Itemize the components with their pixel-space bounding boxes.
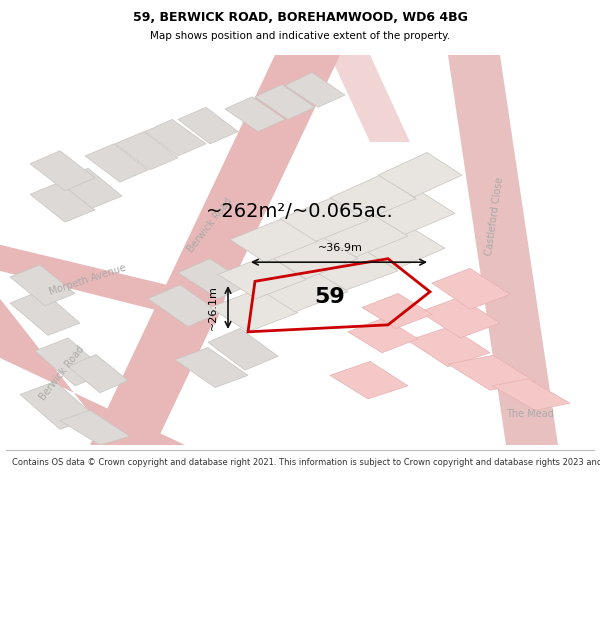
Polygon shape (145, 119, 206, 156)
Text: ~36.9m: ~36.9m (317, 244, 362, 254)
Polygon shape (225, 97, 285, 132)
Polygon shape (318, 212, 408, 257)
Polygon shape (210, 288, 298, 332)
Polygon shape (30, 182, 95, 222)
Polygon shape (408, 327, 490, 367)
Polygon shape (230, 219, 318, 262)
Polygon shape (90, 55, 340, 445)
Polygon shape (432, 268, 510, 309)
Polygon shape (492, 379, 570, 410)
Polygon shape (330, 55, 410, 142)
Polygon shape (218, 255, 306, 299)
Text: 59: 59 (314, 287, 346, 307)
Polygon shape (10, 290, 80, 335)
Text: 59, BERWICK ROAD, BOREHAMWOOD, WD6 4BG: 59, BERWICK ROAD, BOREHAMWOOD, WD6 4BG (133, 11, 467, 24)
Polygon shape (0, 245, 225, 325)
Text: Berwick Road: Berwick Road (38, 344, 86, 402)
Polygon shape (20, 381, 95, 429)
Polygon shape (35, 338, 108, 386)
Polygon shape (58, 168, 122, 208)
Text: Morpeth Avenue: Morpeth Avenue (49, 262, 128, 297)
Polygon shape (420, 297, 500, 338)
Polygon shape (362, 294, 432, 328)
Text: The Mead: The Mead (506, 409, 554, 419)
Polygon shape (208, 328, 278, 370)
Polygon shape (175, 348, 248, 388)
Polygon shape (178, 107, 238, 144)
Polygon shape (378, 152, 462, 197)
Polygon shape (448, 356, 535, 390)
Polygon shape (308, 246, 398, 290)
Polygon shape (10, 265, 75, 306)
Polygon shape (60, 410, 130, 445)
Polygon shape (258, 268, 348, 312)
Polygon shape (268, 234, 358, 279)
Polygon shape (255, 84, 315, 119)
Polygon shape (358, 226, 445, 269)
Text: Castleford Close: Castleford Close (485, 176, 505, 256)
Polygon shape (448, 55, 558, 445)
Text: Contains OS data © Crown copyright and database right 2021. This information is : Contains OS data © Crown copyright and d… (12, 458, 600, 467)
Polygon shape (115, 132, 178, 170)
Polygon shape (30, 151, 95, 191)
Polygon shape (178, 259, 250, 299)
Polygon shape (85, 144, 148, 182)
Polygon shape (348, 318, 418, 352)
Polygon shape (330, 175, 416, 219)
Polygon shape (368, 190, 455, 234)
Polygon shape (0, 299, 185, 445)
Polygon shape (285, 72, 345, 107)
Text: Berwick Road: Berwick Road (186, 196, 234, 254)
Text: Map shows position and indicative extent of the property.: Map shows position and indicative extent… (150, 31, 450, 41)
Text: ~262m²/~0.065ac.: ~262m²/~0.065ac. (206, 202, 394, 221)
Polygon shape (330, 361, 408, 399)
Polygon shape (68, 354, 128, 392)
Polygon shape (280, 198, 368, 241)
Text: ~26.1m: ~26.1m (208, 285, 218, 330)
Polygon shape (148, 285, 220, 327)
